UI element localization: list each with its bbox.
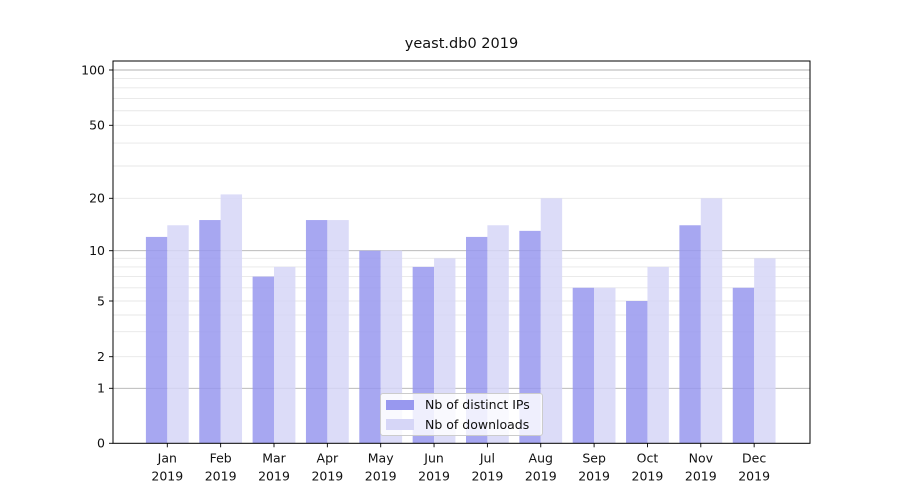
y-tick-label: 2: [97, 349, 105, 364]
bar-distinct-ips-jan: [145, 236, 168, 444]
y-tick-label: 1: [97, 381, 105, 396]
legend-item-downloads: Nb of downloads: [386, 415, 542, 435]
x-tick-label-year: 2019: [471, 469, 503, 484]
x-tick-label-year: 2019: [578, 469, 610, 484]
bar-downloads-nov: [700, 198, 723, 444]
axes-border: [112, 60, 811, 444]
x-tick-label-month: Jun: [423, 451, 444, 466]
x-tick-label-month: Sep: [582, 451, 606, 466]
x-tick-label-month: Oct: [637, 451, 659, 466]
x-tick-label-month: Aug: [529, 451, 553, 466]
x-tick-label-month: Mar: [262, 451, 286, 466]
x-tick-label-year: 2019: [525, 469, 557, 484]
bar-distinct-ips-sep: [572, 287, 595, 444]
x-tick-label-month: Jan: [157, 451, 177, 466]
y-tick-label: 100: [81, 62, 105, 77]
x-tick-label-month: Apr: [317, 451, 339, 466]
bar-distinct-ips-oct: [626, 301, 648, 444]
bar-distinct-ips-may: [359, 250, 381, 444]
x-tick-label-month: Jul: [479, 451, 495, 466]
bar-downloads-aug: [540, 198, 563, 444]
x-tick-label-month: Dec: [742, 451, 766, 466]
chart-title: yeast.db0 2019: [404, 36, 519, 52]
x-tick-label-year: 2019: [311, 469, 343, 484]
bar-distinct-ips-jul: [466, 236, 488, 444]
x-tick-label-month: Nov: [689, 451, 714, 466]
x-tick-label-year: 2019: [738, 469, 770, 484]
x-tick-label-year: 2019: [258, 469, 290, 484]
legend-swatch-distinct-ips: [386, 399, 414, 410]
legend-swatch-downloads: [386, 419, 414, 430]
y-tick-label: 20: [89, 191, 105, 206]
bar-distinct-ips-apr: [305, 220, 328, 444]
x-tick-label-year: 2019: [685, 469, 717, 484]
legend-label: Nb of distinct IPs: [425, 397, 530, 413]
legend: Nb of distinct IPs Nb of downloads: [380, 393, 543, 436]
x-tick-label-month: May: [368, 451, 394, 466]
x-tick-label-year: 2019: [632, 469, 664, 484]
x-tick-label-year: 2019: [205, 469, 237, 484]
bar-downloads-apr: [327, 220, 349, 444]
bar-downloads-dec: [754, 258, 776, 444]
bar-downloads-mar: [274, 266, 296, 444]
bar-downloads-jan: [167, 225, 189, 444]
bar-distinct-ips-dec: [732, 287, 755, 444]
bar-distinct-ips-feb: [199, 220, 221, 444]
bar-distinct-ips-aug: [519, 230, 541, 444]
bar-downloads-feb: [220, 194, 243, 444]
y-tick-label: 50: [89, 118, 105, 133]
y-tick-label: 0: [97, 436, 105, 451]
x-tick-label-year: 2019: [151, 469, 183, 484]
legend-label: Nb of downloads: [425, 416, 530, 432]
bar-distinct-ips-nov: [679, 225, 701, 444]
bar-downloads-jul: [487, 225, 509, 444]
x-tick-label-month: Feb: [210, 451, 232, 466]
y-tick-label: 10: [89, 243, 105, 258]
bar-downloads-oct: [647, 266, 669, 444]
x-tick-label-year: 2019: [365, 469, 397, 484]
legend-item-distinct-ips: Nb of distinct IPs: [386, 395, 542, 415]
bar-downloads-sep: [594, 287, 616, 444]
bar-distinct-ips-mar: [252, 276, 274, 444]
y-tick-label: 5: [97, 293, 105, 308]
x-tick-label-year: 2019: [418, 469, 450, 484]
